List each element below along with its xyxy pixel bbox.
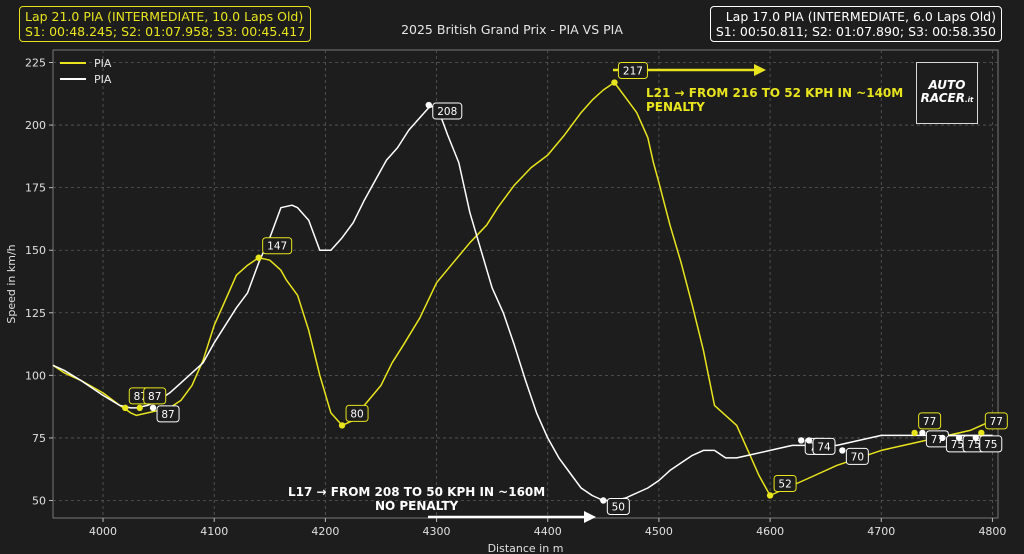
legend: PIA PIA xyxy=(60,55,111,87)
lap21-info-line1: Lap 21.0 PIA (INTERMEDIATE, 10.0 Laps Ol… xyxy=(25,9,304,24)
lap17-info-box: Lap 17.0 PIA (INTERMEDIATE, 6.0 Laps Old… xyxy=(709,6,1002,42)
legend-item-lap21: PIA xyxy=(60,55,111,71)
data-label: 75 xyxy=(951,439,964,451)
data-point-marker xyxy=(600,497,607,504)
data-point-marker xyxy=(798,437,805,444)
y-tick-label: 75 xyxy=(32,432,46,445)
series-line-lap21 xyxy=(52,81,993,497)
data-point-marker xyxy=(136,404,143,412)
x-tick-label: 4100 xyxy=(200,525,228,538)
data-label-box xyxy=(143,387,167,405)
data-label: 77 xyxy=(990,416,1003,428)
data-label-box xyxy=(606,497,630,515)
y-tick-label: 150 xyxy=(25,244,46,257)
y-tick-label: 125 xyxy=(25,307,46,320)
data-label-box xyxy=(812,437,836,455)
y-axis-label: Speed in km/h xyxy=(5,244,18,323)
data-point-marker xyxy=(425,101,432,109)
data-point-marker xyxy=(839,447,846,454)
data-label: 74 xyxy=(817,441,831,453)
data-label: 80 xyxy=(350,408,363,420)
data-label-box xyxy=(984,412,1008,430)
logo-line2: RACER.it xyxy=(921,92,974,107)
data-label: 217 xyxy=(623,66,643,78)
x-axis-label: Distance in m xyxy=(488,542,564,554)
annotation-l21: L21 → FROM 216 TO 52 KPH IN ~140M PENALT… xyxy=(646,86,903,114)
data-point-marker xyxy=(122,404,129,412)
data-point-marker xyxy=(766,492,774,499)
x-tick-label: 4800 xyxy=(978,525,1006,538)
data-point-marker xyxy=(805,437,813,444)
data-label: 77 xyxy=(923,416,936,428)
legend-swatch-lap21 xyxy=(60,62,86,64)
arrow-l17-head xyxy=(584,511,596,523)
data-label-box xyxy=(617,62,648,80)
chart-title: 2025 British Grand Prix - PIA VS PIA xyxy=(401,22,623,37)
data-label: 75 xyxy=(967,439,980,451)
annotation-l17-line1: L17 → FROM 208 TO 50 KPH IN ~160M xyxy=(288,485,546,499)
data-label-box xyxy=(432,102,463,120)
data-point-marker xyxy=(978,429,985,437)
y-tick-label: 100 xyxy=(25,369,46,382)
data-label: 87 xyxy=(161,409,174,421)
data-label: 70 xyxy=(851,451,864,463)
lap21-info-box: Lap 21.0 PIA (INTERMEDIATE, 10.0 Laps Ol… xyxy=(19,6,312,42)
legend-label-lap21: PIA xyxy=(94,56,112,70)
x-tick-label: 4400 xyxy=(534,525,562,538)
legend-swatch-lap17 xyxy=(60,78,86,80)
data-point-marker xyxy=(255,254,262,261)
data-label-box xyxy=(845,447,869,465)
lap17-sector-times: S1: 00:50.811; S2: 01:07.890; S3: 00:58.… xyxy=(715,24,996,39)
arrow-l21-head xyxy=(754,64,766,76)
logo-line2-text: RACER xyxy=(920,91,965,105)
data-label: 208 xyxy=(437,106,457,118)
annotation-l17-line2: NO PENALTY xyxy=(374,499,459,513)
data-point-marker xyxy=(149,404,157,412)
axes: 4000 4100 4200 4300 4400 4500 4600 4700 4800 50 75… xyxy=(5,57,1006,554)
data-point-marker xyxy=(955,434,963,442)
data-label-box xyxy=(262,237,293,255)
data-point-marker xyxy=(911,429,918,437)
data-point-marker xyxy=(338,422,346,429)
annotation-l21-line2: PENALTY xyxy=(646,100,705,114)
autoracer-logo: AUTO RACER.it xyxy=(916,62,978,124)
x-tick-label: 4300 xyxy=(423,525,451,538)
data-label: 147 xyxy=(267,241,287,253)
grid xyxy=(52,49,999,519)
data-point-marker xyxy=(919,429,926,437)
data-label-box xyxy=(773,474,797,492)
data-label-box xyxy=(345,404,369,422)
data-point-marker xyxy=(972,434,979,442)
annotation-l17: L17 → FROM 208 TO 50 KPH IN ~160M NO PEN… xyxy=(288,485,545,513)
data-point-marker xyxy=(939,434,946,442)
data-label: 50 xyxy=(612,501,625,513)
data-label-box xyxy=(918,412,942,430)
x-tick-label: 4200 xyxy=(311,525,339,538)
logo-line1: AUTO xyxy=(928,78,966,92)
data-label-box xyxy=(156,405,180,423)
plot-area xyxy=(52,49,999,519)
data-label-box xyxy=(979,435,1003,453)
lap17-info-line1: Lap 17.0 PIA (INTERMEDIATE, 6.0 Laps Old… xyxy=(725,9,996,24)
data-label: 87 xyxy=(148,391,161,403)
x-tick-label: 4600 xyxy=(756,525,784,538)
y-tick-label: 225 xyxy=(25,57,46,70)
x-tick-label: 4700 xyxy=(867,525,895,538)
point-labels: 878714780217527777872085074747077757575 xyxy=(122,62,1008,515)
y-tick-label: 200 xyxy=(25,119,46,132)
x-tick-label: 4000 xyxy=(89,525,117,538)
series-line-lap17 xyxy=(52,104,993,502)
annotation-l21-line1: L21 → FROM 216 TO 52 KPH IN ~140M xyxy=(646,86,904,100)
lap21-sector-times: S1: 00:48.245; S2: 01:07.958; S3: 00:45.… xyxy=(25,24,306,39)
legend-item-lap17: PIA xyxy=(60,71,111,87)
legend-label-lap17: PIA xyxy=(94,72,112,86)
logo-suffix: .it xyxy=(965,96,974,104)
y-tick-label: 175 xyxy=(25,182,46,195)
y-tick-label: 50 xyxy=(32,494,46,507)
data-point-marker xyxy=(611,79,618,86)
data-label: 75 xyxy=(984,439,997,451)
x-tick-label: 4500 xyxy=(645,525,673,538)
data-label: 52 xyxy=(778,478,791,490)
